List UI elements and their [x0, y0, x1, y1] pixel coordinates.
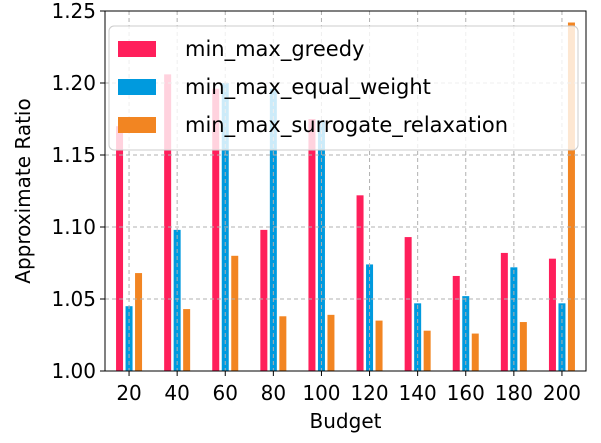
bar-min-max-surrogate-relaxation-20 [135, 273, 143, 371]
bar-min-max-greedy-180 [500, 252, 508, 371]
y-tick-label: 1.20 [51, 71, 96, 95]
y-tick-label: 1.25 [51, 0, 96, 23]
bar-min-max-greedy-160 [452, 275, 460, 371]
y-tick-label: 1.00 [51, 359, 96, 383]
bar-min-max-greedy-100 [308, 119, 316, 371]
tick-labels: 1.00 1.05 1.10 1.15 1.20 1.25 20 40 60 80 100 120 14… [51, 0, 581, 405]
legend-label: min_max_surrogate_relaxation [185, 113, 508, 138]
bar-min-max-surrogate-relaxation-120 [375, 320, 383, 371]
bar-min-max-greedy-20 [116, 126, 124, 371]
bar-min-max-equal-weight-120 [366, 264, 374, 371]
x-tick-label: 80 [261, 381, 286, 405]
bar-min-max-equal-weight-140 [414, 303, 422, 371]
legend-swatch [118, 41, 156, 57]
y-tick-label: 1.05 [51, 287, 96, 311]
bar-min-max-surrogate-relaxation-180 [519, 322, 527, 371]
plot-frame [104, 10, 587, 372]
bar-min-max-surrogate-relaxation-60 [231, 255, 239, 371]
x-tick-label: 140 [399, 381, 437, 405]
legend-box [108, 25, 579, 151]
legend-swatch [118, 117, 156, 133]
bar-min-max-surrogate-relaxation-100 [327, 314, 335, 371]
bar-min-max-equal-weight-20 [125, 306, 133, 371]
legend: min_max_greedy min_max_equal_weight min_ma… [108, 25, 579, 151]
bar-min-max-equal-weight-200 [558, 303, 566, 371]
x-tick-label: 20 [116, 381, 141, 405]
bar-min-max-surrogate-relaxation-200 [567, 22, 575, 372]
axes [104, 10, 587, 372]
bar-min-max-greedy-60 [212, 88, 220, 371]
y-tick-label: 1.10 [51, 215, 96, 239]
legend-swatch [118, 79, 156, 95]
bar-min-max-surrogate-relaxation-40 [183, 309, 191, 371]
x-tick-label: 60 [213, 381, 238, 405]
y-tick-label: 1.15 [51, 143, 96, 167]
bar-min-max-surrogate-relaxation-80 [279, 316, 287, 371]
bar-min-max-greedy-200 [548, 258, 556, 371]
legend-label: min_max_equal_weight [185, 75, 431, 100]
bar-min-max-greedy-120 [356, 195, 364, 371]
x-tick-label: 180 [495, 381, 533, 405]
bar-min-max-greedy-80 [260, 229, 268, 371]
bar-min-max-surrogate-relaxation-140 [423, 330, 431, 371]
x-tick-label: 40 [164, 381, 189, 405]
bar-min-max-surrogate-relaxation-160 [471, 333, 479, 371]
x-tick-label: 200 [543, 381, 581, 405]
x-axis-label: Budget [310, 409, 382, 433]
x-tick-label: 120 [350, 381, 388, 405]
x-tick-label: 160 [447, 381, 485, 405]
bars [116, 22, 575, 372]
y-axis-label: Approximate Ratio [11, 98, 35, 283]
bar-min-max-greedy-140 [404, 237, 412, 371]
bar-min-max-greedy-40 [164, 74, 172, 372]
legend-label: min_max_greedy [185, 37, 364, 62]
x-tick-label: 100 [302, 381, 340, 405]
